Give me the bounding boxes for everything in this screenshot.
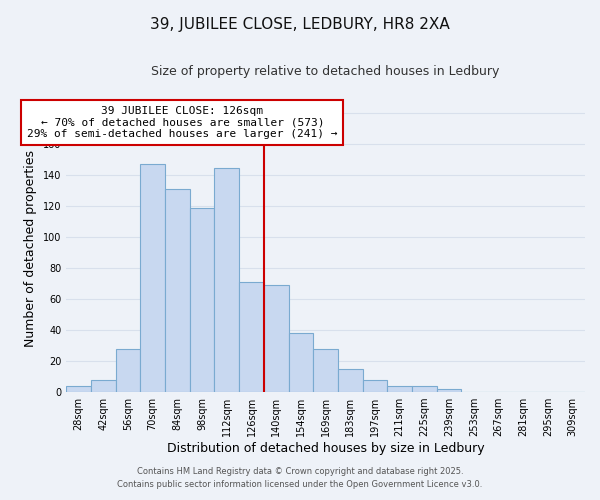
Bar	[140, 164, 165, 392]
Bar	[338, 369, 362, 392]
Bar	[214, 168, 239, 392]
Bar	[116, 348, 140, 392]
Bar	[412, 386, 437, 392]
Bar	[289, 333, 313, 392]
Bar	[239, 282, 264, 392]
Y-axis label: Number of detached properties: Number of detached properties	[24, 150, 37, 348]
Bar	[264, 285, 289, 392]
Title: Size of property relative to detached houses in Ledbury: Size of property relative to detached ho…	[151, 65, 500, 78]
Bar	[165, 189, 190, 392]
Bar	[388, 386, 412, 392]
Bar	[91, 380, 116, 392]
Bar	[313, 348, 338, 392]
Bar	[66, 386, 91, 392]
Bar	[362, 380, 388, 392]
X-axis label: Distribution of detached houses by size in Ledbury: Distribution of detached houses by size …	[167, 442, 484, 455]
Text: Contains HM Land Registry data © Crown copyright and database right 2025.
Contai: Contains HM Land Registry data © Crown c…	[118, 468, 482, 489]
Text: 39 JUBILEE CLOSE: 126sqm
← 70% of detached houses are smaller (573)
29% of semi-: 39 JUBILEE CLOSE: 126sqm ← 70% of detach…	[27, 106, 338, 139]
Text: 39, JUBILEE CLOSE, LEDBURY, HR8 2XA: 39, JUBILEE CLOSE, LEDBURY, HR8 2XA	[150, 18, 450, 32]
Bar	[190, 208, 214, 392]
Bar	[437, 389, 461, 392]
